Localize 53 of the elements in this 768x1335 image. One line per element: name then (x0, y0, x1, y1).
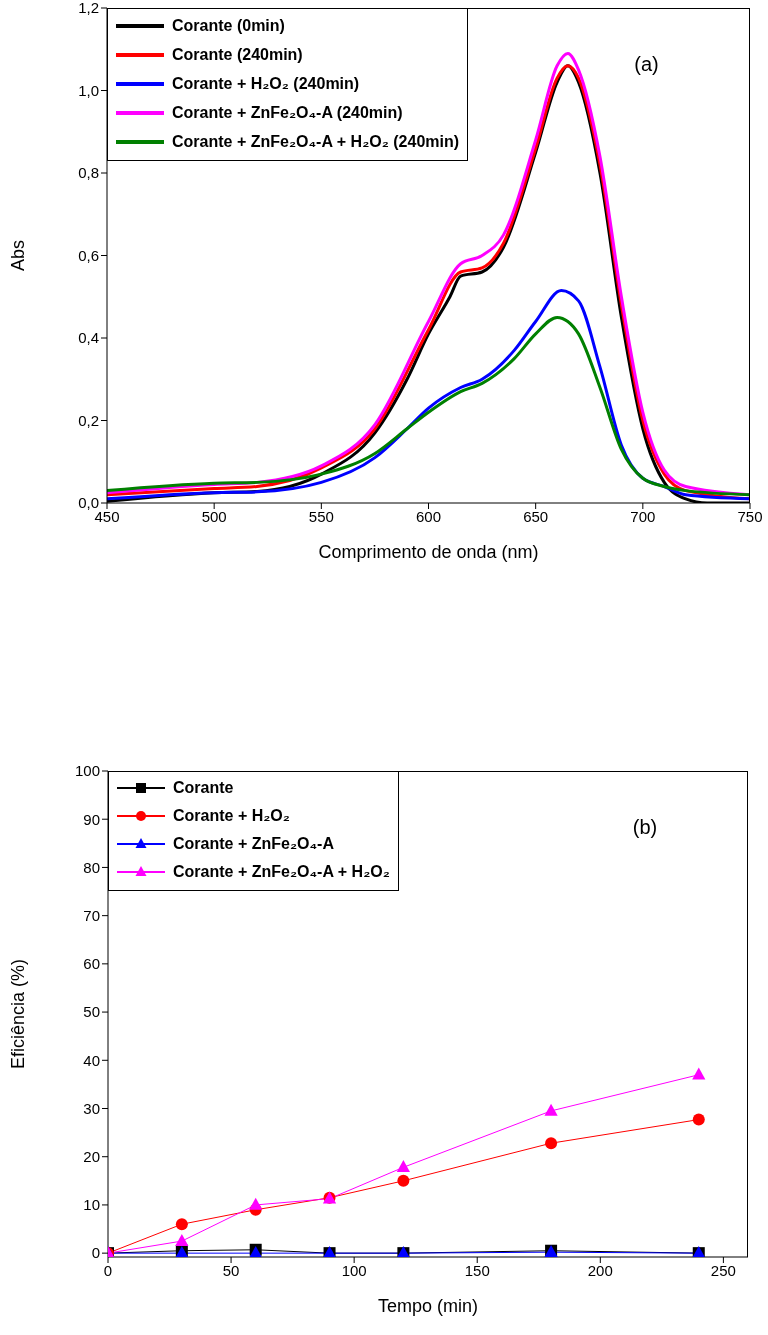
y-axis-title: Abs (8, 239, 29, 272)
y-tick-label: 70 (83, 906, 100, 924)
point (249, 1197, 263, 1210)
y-axis-title: Eficiência (%) (8, 958, 29, 1070)
legend-label: Corante + ZnFe₂O₄-A + H₂O₂ (240min) (172, 132, 460, 151)
annotation: (b) (632, 816, 658, 839)
y-tick-label: 40 (83, 1051, 100, 1069)
point (692, 1113, 705, 1126)
x-tick-label: 700 (630, 507, 656, 525)
y-tick-label: 0,4 (78, 329, 99, 347)
x-tick-label: 250 (710, 1261, 736, 1279)
x-axis-title: Tempo (min) (377, 1295, 479, 1316)
y-tick-label: 0 (91, 1244, 100, 1262)
y-tick-label: 100 (74, 762, 100, 780)
point (545, 1137, 558, 1150)
x-tick-label: 0 (103, 1261, 113, 1279)
y-tick-label: 10 (83, 1196, 100, 1214)
legend-label: Corante + H₂O₂ (240min) (172, 74, 360, 93)
x-tick-label: 600 (415, 507, 442, 525)
y-tick-label: 0,6 (78, 246, 99, 264)
x-tick-label: 650 (523, 507, 549, 525)
point (396, 1160, 410, 1173)
y-tick-label: 80 (83, 858, 100, 876)
point (175, 1233, 189, 1246)
y-tick-label: 0,8 (78, 164, 99, 182)
y-tick-label: 90 (83, 810, 100, 828)
y-tick-label: 50 (83, 1003, 100, 1021)
legend-label: Corante (0min) (172, 16, 285, 35)
x-tick-label: 50 (222, 1261, 240, 1279)
x-tick-label: 100 (341, 1261, 367, 1279)
y-tick-label: 1,0 (78, 81, 99, 99)
annotation: (a) (634, 53, 659, 76)
legend-label: Corante + ZnFe₂O₄-A (240min) (172, 103, 403, 122)
point (544, 1103, 558, 1116)
legend-label: Corante + ZnFe₂O₄-A + H₂O₂ (173, 863, 390, 881)
y-tick-label: 0,2 (78, 411, 99, 429)
legend-label: Corante + ZnFe₂O₄-A (173, 835, 334, 853)
legend-label: Corante (173, 779, 234, 797)
x-tick-label: 550 (308, 507, 334, 525)
y-tick-label: 20 (83, 1148, 100, 1166)
x-tick-label: 200 (587, 1261, 613, 1279)
point (692, 1067, 706, 1080)
legend-label: Corante (240min) (172, 45, 303, 64)
point (397, 1174, 410, 1187)
point (175, 1218, 188, 1231)
x-tick-label: 150 (464, 1261, 490, 1279)
y-tick-label: 30 (83, 1099, 100, 1117)
y-tick-label: 60 (83, 955, 100, 973)
y-tick-label: 1,2 (78, 0, 99, 17)
x-tick-label: 750 (737, 507, 763, 525)
legend-label: Corante + H₂O₂ (173, 807, 290, 825)
x-axis-title: Comprimento de onda (nm) (318, 541, 539, 562)
x-tick-label: 500 (201, 507, 227, 525)
